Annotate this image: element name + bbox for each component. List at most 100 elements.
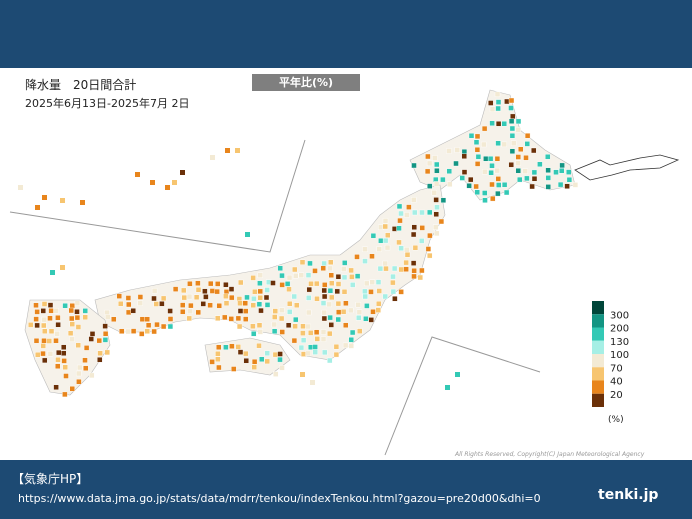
station: [186, 315, 192, 322]
station: [214, 288, 220, 295]
legend-swatch: [592, 314, 604, 328]
station: [287, 309, 293, 315]
station: [354, 254, 360, 260]
station: [531, 147, 537, 154]
station: [305, 272, 312, 278]
station: [522, 168, 528, 174]
station: [398, 210, 404, 217]
station: [74, 314, 81, 321]
station: [370, 233, 377, 239]
station: [524, 141, 530, 147]
station: [369, 253, 375, 260]
station: [515, 118, 522, 125]
station: [50, 270, 55, 275]
station: [564, 183, 570, 189]
station: [40, 308, 46, 314]
station: [487, 155, 494, 162]
station: [321, 315, 328, 322]
station: [320, 300, 327, 306]
station: [167, 323, 174, 330]
station: [40, 343, 46, 349]
station: [362, 258, 368, 264]
station: [531, 169, 538, 176]
station: [223, 344, 229, 350]
station: [40, 350, 46, 357]
station: [293, 273, 299, 279]
station: [329, 294, 335, 301]
station: [392, 296, 398, 302]
station: [69, 303, 76, 309]
station: [494, 91, 501, 98]
station: [55, 363, 61, 369]
station: [335, 316, 341, 323]
station: [494, 155, 501, 162]
station: [312, 268, 318, 274]
station: [496, 182, 502, 188]
station: [529, 183, 535, 190]
station: [320, 329, 327, 335]
station: [348, 307, 354, 314]
station: [144, 316, 150, 322]
station: [61, 344, 67, 350]
station: [461, 153, 467, 160]
station: [130, 328, 137, 334]
station: [349, 329, 356, 336]
legend-label: 300: [610, 310, 629, 321]
station: [509, 148, 516, 155]
station: [343, 322, 349, 328]
station: [306, 309, 312, 316]
url: https://www.data.jma.go.jp/stats/data/md…: [18, 492, 541, 505]
station: [252, 289, 258, 295]
station: [340, 309, 347, 315]
station: [33, 338, 40, 344]
station: [257, 295, 263, 301]
station: [228, 286, 235, 292]
station: [322, 349, 328, 356]
station: [375, 279, 382, 285]
station: [28, 322, 34, 328]
station: [566, 176, 573, 183]
station: [440, 176, 446, 183]
station: [466, 183, 472, 189]
station: [320, 336, 327, 342]
station: [482, 190, 488, 196]
station: [150, 180, 155, 185]
station: [160, 323, 167, 330]
station: [312, 349, 318, 355]
station: [362, 246, 368, 253]
station: [481, 141, 487, 148]
station: [153, 301, 160, 307]
station: [286, 274, 293, 281]
station: [417, 274, 423, 281]
station: [427, 209, 433, 216]
station: [299, 259, 306, 265]
station: [411, 197, 417, 203]
station: [404, 247, 410, 253]
station: [433, 211, 439, 218]
station: [321, 260, 327, 267]
station: [151, 288, 158, 294]
station: [335, 300, 342, 307]
station: [69, 336, 75, 342]
station: [62, 364, 68, 370]
station: [235, 344, 241, 350]
station: [553, 169, 559, 175]
station: [80, 200, 85, 205]
station: [376, 301, 382, 307]
station: [144, 328, 150, 334]
station: [291, 337, 298, 344]
station: [396, 225, 402, 232]
station: [545, 175, 551, 181]
station: [215, 351, 221, 357]
station: [459, 175, 465, 181]
station: [74, 309, 80, 315]
station: [300, 372, 305, 377]
station: [272, 308, 278, 314]
station: [229, 343, 235, 349]
station: [77, 364, 83, 371]
station: [396, 239, 402, 246]
station: [293, 316, 299, 323]
station: [250, 323, 256, 329]
station: [390, 288, 397, 295]
station: [74, 300, 81, 306]
